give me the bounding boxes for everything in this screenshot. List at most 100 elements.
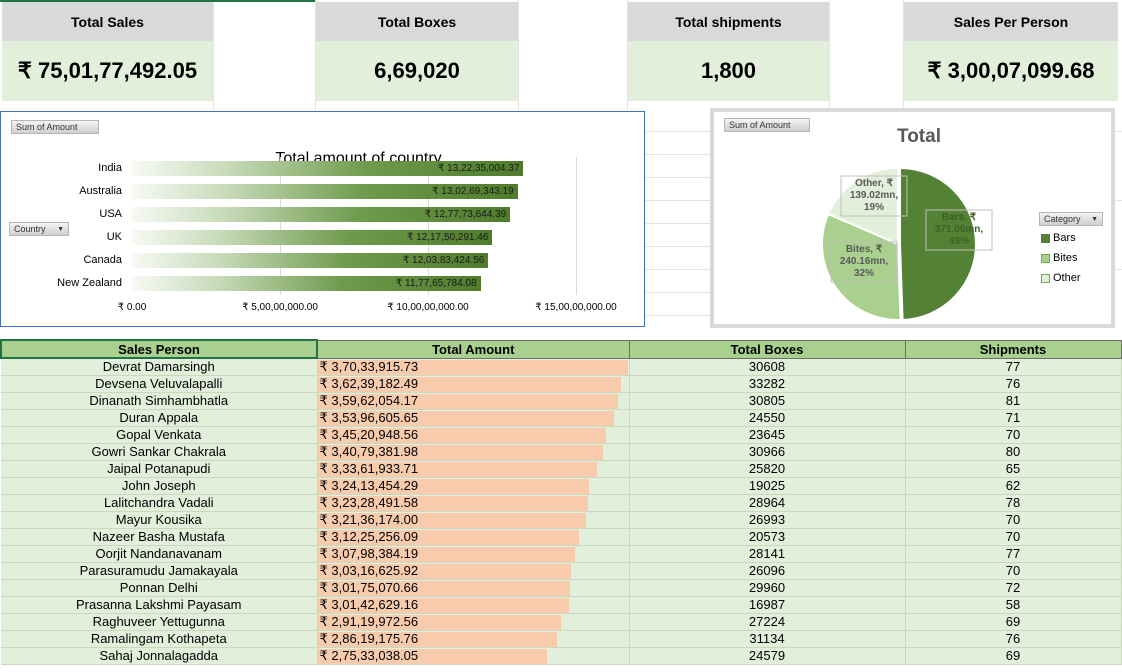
total-amount-cell[interactable]: ₹ 3,53,96,605.65 [317,409,630,427]
header-total-amount[interactable]: Total Amount [316,339,630,359]
sales-person-cell[interactable]: Gowri Sankar Chakrala [1,443,318,461]
total-boxes-cell[interactable]: 28964 [629,494,906,512]
shipments-cell[interactable]: 81 [905,392,1122,410]
shipments-cell[interactable]: 76 [905,630,1122,648]
bar-mark[interactable] [132,184,518,199]
shipments-cell[interactable]: 62 [905,477,1122,495]
total-boxes-cell[interactable]: 26993 [629,511,906,529]
table-row[interactable]: Duran Appala ₹ 3,53,96,605.65 24550 71 [1,409,1122,427]
table-row[interactable]: John Joseph ₹ 3,24,13,454.29 19025 62 [1,477,1122,495]
total-amount-cell[interactable]: ₹ 3,21,36,174.00 [317,511,630,529]
sales-person-cell[interactable]: Parasuramudu Jamakayala [1,562,318,580]
kpi-total-sales-value[interactable]: ₹ 75,01,77,492.05 [2,41,213,101]
sales-person-cell[interactable]: Ponnan Delhi [1,579,318,597]
table-row[interactable]: Dinanath Simhambhatla ₹ 3,59,62,054.17 308… [1,392,1122,410]
shipments-cell[interactable]: 58 [905,596,1122,614]
table-row[interactable]: Devsena Veluvalapalli ₹ 3,62,39,182.49 332… [1,375,1122,393]
kpi-total-shipments-label[interactable]: Total shipments [628,2,829,41]
total-boxes-cell[interactable]: 33282 [629,375,906,393]
total-boxes-cell[interactable]: 19025 [629,477,906,495]
shipments-cell[interactable]: 70 [905,528,1122,546]
sales-person-cell[interactable]: Duran Appala [1,409,318,427]
header-sales-person[interactable]: Sales Person [0,339,318,359]
shipments-cell[interactable]: 80 [905,443,1122,461]
sales-person-cell[interactable]: Dinanath Simhambhatla [1,392,318,410]
sales-person-cell[interactable]: Ramalingam Kothapeta [1,630,318,648]
sum-of-amount-field-button[interactable]: Sum of Amount [11,120,99,134]
total-amount-cell[interactable]: ₹ 3,40,79,381.98 [317,443,630,461]
table-row[interactable]: Parasuramudu Jamakayala ₹ 3,03,16,625.92 2… [1,562,1122,580]
table-row[interactable]: Ramalingam Kothapeta ₹ 2,86,19,175.76 3113… [1,630,1122,648]
table-row[interactable]: Ponnan Delhi ₹ 3,01,75,070.66 29960 72 [1,579,1122,597]
pie-chart-container[interactable]: Sum of Amount Total Bars, ₹371.00mn, 49% B… [710,108,1115,328]
sales-person-cell[interactable]: Gopal Venkata [1,426,318,444]
sales-person-cell[interactable]: Mayur Kousika [1,511,318,529]
sales-person-cell[interactable]: Oorjit Nandanavanam [1,545,318,563]
total-amount-cell[interactable]: ₹ 3,62,39,182.49 [317,375,630,393]
filter-dropdown-icon[interactable]: ▼ [1091,215,1098,223]
table-row[interactable]: Devrat Damarsingh ₹ 3,70,33,915.73 30608 77 [1,358,1122,376]
bar-mark[interactable] [132,207,511,222]
total-boxes-cell[interactable]: 31134 [629,630,906,648]
total-boxes-cell[interactable]: 28141 [629,545,906,563]
total-amount-cell[interactable]: ₹ 3,24,13,454.29 [317,477,630,495]
shipments-cell[interactable]: 77 [905,545,1122,563]
legend-item-other[interactable]: Other [1041,272,1101,284]
bar-chart-container[interactable]: Sum of Amount Total amount of country Co… [0,111,645,327]
table-row[interactable]: Mayur Kousika ₹ 3,21,36,174.00 26993 70 [1,511,1122,529]
total-amount-cell[interactable]: ₹ 3,45,20,948.56 [317,426,630,444]
sales-person-cell[interactable]: Sahaj Jonnalagadda [1,647,318,665]
bar-mark[interactable] [132,253,489,268]
kpi-sales-per-person-label[interactable]: Sales Per Person [904,2,1118,41]
total-amount-cell[interactable]: ₹ 3,12,25,256.09 [317,528,630,546]
total-amount-cell[interactable]: ₹ 3,01,75,070.66 [317,579,630,597]
total-amount-cell[interactable]: ₹ 2,86,19,175.76 [317,630,630,648]
pie-slice-bites[interactable] [821,212,902,321]
total-amount-cell[interactable]: ₹ 3,01,42,629.16 [317,596,630,614]
shipments-cell[interactable]: 70 [905,511,1122,529]
total-amount-cell[interactable]: ₹ 3,33,61,933.71 [317,460,630,478]
total-amount-cell[interactable]: ₹ 3,23,28,491.58 [317,494,630,512]
total-boxes-cell[interactable]: 25820 [629,460,906,478]
shipments-cell[interactable]: 71 [905,409,1122,427]
total-boxes-cell[interactable]: 26096 [629,562,906,580]
bar-mark[interactable] [132,230,493,245]
total-amount-cell[interactable]: ₹ 3,59,62,054.17 [317,392,630,410]
total-boxes-cell[interactable]: 27224 [629,613,906,631]
pie-slice-bars[interactable] [899,166,977,321]
shipments-cell[interactable]: 78 [905,494,1122,512]
total-boxes-cell[interactable]: 20573 [629,528,906,546]
pie-slice-other[interactable] [826,166,899,246]
header-total-boxes[interactable]: Total Boxes [628,339,906,359]
total-amount-cell[interactable]: ₹ 2,75,33,038.05 [317,647,630,665]
shipments-cell[interactable]: 69 [905,647,1122,665]
kpi-total-boxes-value[interactable]: 6,69,020 [316,41,518,101]
shipments-cell[interactable]: 69 [905,613,1122,631]
sales-person-cell[interactable]: Lalitchandra Vadali [1,494,318,512]
table-row[interactable]: Jaipal Potanapudi ₹ 3,33,61,933.71 25820 65 [1,460,1122,478]
bar-mark[interactable] [132,161,524,176]
shipments-cell[interactable]: 77 [905,358,1122,376]
legend-item-bars[interactable]: Bars [1041,232,1101,244]
total-amount-cell[interactable]: ₹ 3,07,98,384.19 [317,545,630,563]
total-boxes-cell[interactable]: 24579 [629,647,906,665]
country-field-button[interactable]: Country ▼ [9,222,69,236]
header-shipments[interactable]: Shipments [904,339,1122,359]
shipments-cell[interactable]: 72 [905,579,1122,597]
shipments-cell[interactable]: 65 [905,460,1122,478]
sales-person-cell[interactable]: Jaipal Potanapudi [1,460,318,478]
total-boxes-cell[interactable]: 16987 [629,596,906,614]
kpi-total-boxes-label[interactable]: Total Boxes [316,2,518,41]
pie-sum-of-amount-field-button[interactable]: Sum of Amount [724,118,810,132]
category-field-button[interactable]: Category ▼ [1039,212,1103,226]
sales-person-cell[interactable]: Devsena Veluvalapalli [1,375,318,393]
sales-person-cell[interactable]: John Joseph [1,477,318,495]
kpi-total-sales-label[interactable]: Total Sales [2,2,213,41]
table-row[interactable]: Prasanna Lakshmi Payasam ₹ 3,01,42,629.16… [1,596,1122,614]
sales-person-cell[interactable]: Prasanna Lakshmi Payasam [1,596,318,614]
legend-item-bites[interactable]: Bites [1041,252,1101,264]
total-amount-cell[interactable]: ₹ 3,03,16,625.92 [317,562,630,580]
total-boxes-cell[interactable]: 24550 [629,409,906,427]
kpi-sales-per-person-value[interactable]: ₹ 3,00,07,099.68 [904,41,1118,101]
table-row[interactable]: Raghuveer Yettugunna ₹ 2,91,19,972.56 2722… [1,613,1122,631]
